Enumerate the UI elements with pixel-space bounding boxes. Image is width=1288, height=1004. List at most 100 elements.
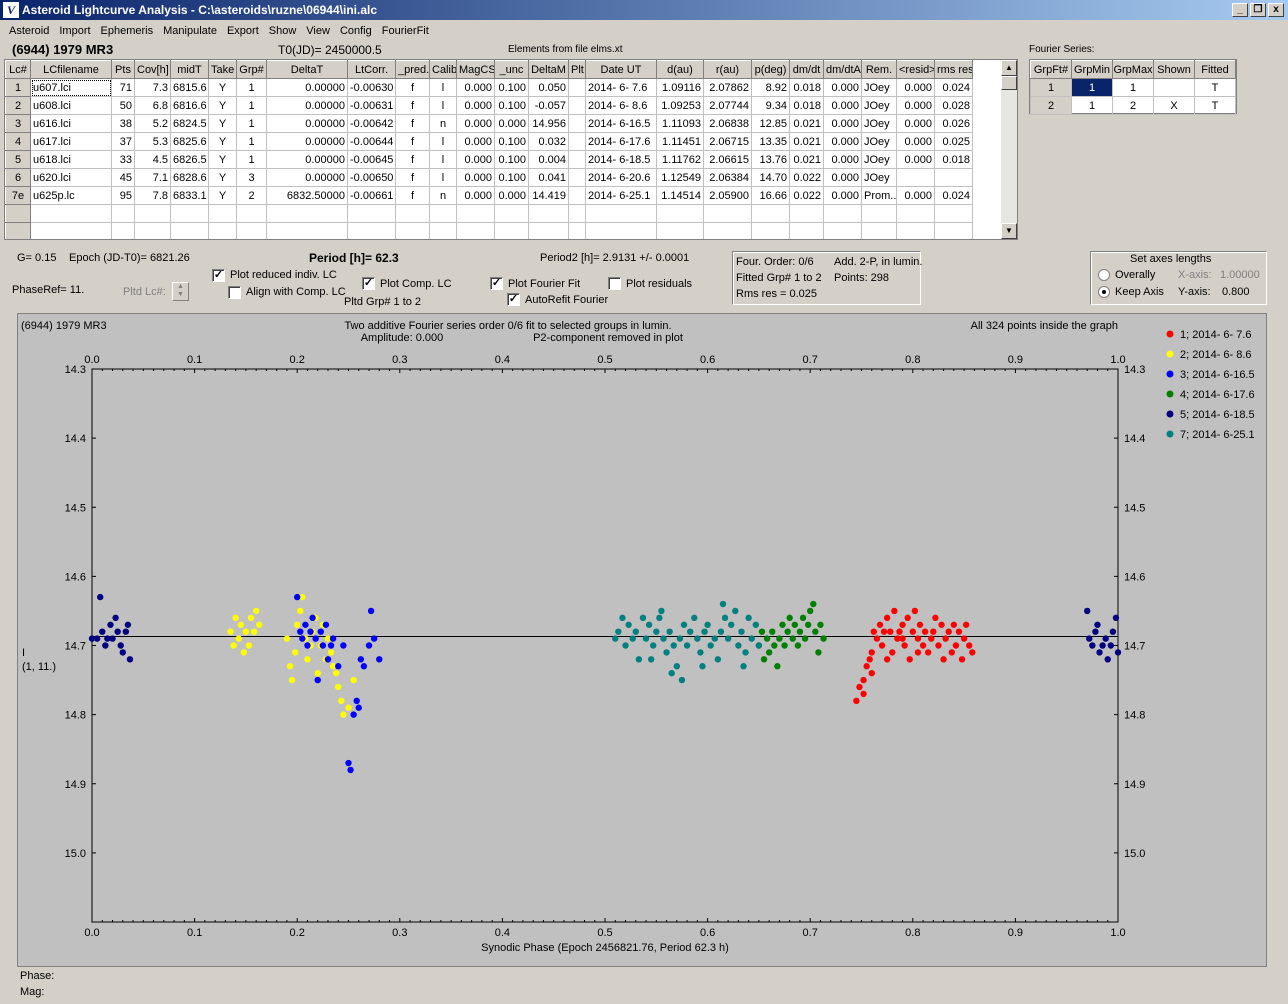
table-cell[interactable] [111, 222, 135, 239]
menu-ephemeris[interactable]: Ephemeris [100, 25, 154, 37]
fourier-column-header[interactable]: Shown [1153, 60, 1195, 79]
table-cell[interactable]: Prom... [861, 186, 897, 205]
table-cell[interactable]: u608.lci [30, 96, 112, 115]
table-row[interactable]: 5 u618.lci 33 4.5 6826.5 Y 1 0.00000 -0.00645 f l 0… [5, 150, 973, 169]
table-cell[interactable]: 2014- 6- 8.6 [585, 96, 657, 115]
table-cell[interactable] [568, 132, 586, 151]
table-cell[interactable]: u607.lci [30, 78, 112, 97]
table-cell[interactable] [789, 204, 824, 223]
table-cell[interactable] [494, 222, 529, 239]
table-cell[interactable]: 50 [111, 96, 135, 115]
table-cell[interactable]: 0.032 [528, 132, 569, 151]
table-cell[interactable]: 0.000 [823, 150, 862, 169]
table-cell[interactable]: f [395, 96, 430, 115]
table-cell[interactable]: u617.lci [30, 132, 112, 151]
table-cell[interactable]: JOey [861, 150, 897, 169]
table-cell[interactable]: 6826.5 [170, 150, 209, 169]
column-header[interactable]: Lc# [5, 60, 31, 79]
table-cell[interactable]: 0.000 [456, 132, 495, 151]
table-cell[interactable]: 7e [5, 186, 31, 205]
table-cell[interactable]: JOey [861, 132, 897, 151]
table-cell[interactable]: 45 [111, 168, 135, 187]
fourier-cell[interactable]: 1 [1030, 78, 1072, 97]
menu-asteroid[interactable]: Asteroid [9, 25, 50, 37]
column-header[interactable]: Plt [568, 60, 586, 79]
autorefit-checkbox[interactable]: ✓ [507, 293, 520, 306]
table-cell[interactable] [568, 168, 586, 187]
table-cell[interactable]: 0.00000 [266, 150, 348, 169]
table-cell[interactable]: 2014- 6-25.1 [585, 186, 657, 205]
table-cell[interactable]: 2014- 6-18.5 [585, 150, 657, 169]
table-cell[interactable]: 0.00000 [266, 168, 348, 187]
table-cell[interactable]: 2.07744 [703, 96, 752, 115]
pltd-lc-spinner[interactable]: ▲ ▼ [172, 282, 189, 301]
table-cell[interactable]: 2 [236, 186, 267, 205]
column-header[interactable]: Date UT [585, 60, 657, 79]
table-cell[interactable]: 9.34 [751, 96, 790, 115]
table-cell[interactable]: l [429, 96, 457, 115]
table-cell[interactable] [266, 222, 348, 239]
table-cell[interactable]: 0.000 [896, 96, 935, 115]
table-cell[interactable]: -0.00661 [347, 186, 396, 205]
table-cell[interactable]: f [395, 150, 430, 169]
table-cell[interactable]: -0.00644 [347, 132, 396, 151]
table-cell[interactable]: 6825.6 [170, 132, 209, 151]
table-cell[interactable]: -0.00631 [347, 96, 396, 115]
table-cell[interactable] [568, 78, 586, 97]
plot-fourier-checkbox[interactable]: ✓ [490, 277, 503, 290]
table-cell[interactable]: u620.lci [30, 168, 112, 187]
table-cell[interactable]: 1.12549 [656, 168, 704, 187]
table-cell[interactable] [568, 204, 586, 223]
table-cell[interactable]: 0.000 [456, 96, 495, 115]
menu-manipulate[interactable]: Manipulate [163, 25, 217, 37]
table-cell[interactable]: 1 [236, 78, 267, 97]
table-cell[interactable] [134, 222, 171, 239]
table-cell[interactable]: 1.14514 [656, 186, 704, 205]
table-cell[interactable]: 2014- 6-17.6 [585, 132, 657, 151]
table-row[interactable]: 2 u608.lci 50 6.8 6816.6 Y 1 0.00000 -0.00631 f l 0… [5, 96, 973, 115]
column-header[interactable]: _pred. [395, 60, 430, 79]
table-cell[interactable]: 13.35 [751, 132, 790, 151]
table-cell[interactable]: 6.8 [134, 96, 171, 115]
column-header[interactable]: Cov[h] [134, 60, 171, 79]
table-cell[interactable]: 14.956 [528, 114, 569, 133]
table-cell[interactable] [568, 114, 586, 133]
table-cell[interactable]: 0.00000 [266, 114, 348, 133]
table-cell[interactable] [568, 222, 586, 239]
table-cell[interactable] [568, 96, 586, 115]
table-cell[interactable]: 0.024 [934, 78, 973, 97]
table-cell[interactable]: 6833.1 [170, 186, 209, 205]
table-cell[interactable]: 0.000 [896, 114, 935, 133]
table-cell[interactable] [896, 222, 935, 239]
table-cell[interactable] [456, 222, 495, 239]
table-cell[interactable]: 0.000 [456, 186, 495, 205]
table-cell[interactable]: 14.419 [528, 186, 569, 205]
table-cell[interactable]: 0.021 [789, 114, 824, 133]
fourier-cell[interactable]: T [1194, 78, 1236, 97]
table-cell[interactable]: 14.70 [751, 168, 790, 187]
table-cell[interactable] [134, 204, 171, 223]
table-cell[interactable]: f [395, 114, 430, 133]
table-cell[interactable]: f [395, 78, 430, 97]
menu-export[interactable]: Export [226, 25, 259, 37]
table-cell[interactable]: 6816.6 [170, 96, 209, 115]
table-cell[interactable]: -0.00630 [347, 78, 396, 97]
table-cell[interactable]: 95 [111, 186, 135, 205]
table-cell[interactable]: 0.000 [823, 168, 862, 187]
table-row[interactable]: 6 u620.lci 45 7.1 6828.6 Y 3 0.00000 -0.00650 f l 0… [5, 168, 973, 187]
table-cell[interactable] [751, 204, 790, 223]
table-cell[interactable] [30, 204, 112, 223]
table-cell[interactable]: 6 [5, 168, 31, 187]
fourier-cell[interactable]: X [1153, 96, 1195, 115]
menu-config[interactable]: Config [339, 25, 372, 37]
xaxis-value[interactable]: 1.00000 [1220, 269, 1260, 281]
table-cell[interactable]: 13.76 [751, 150, 790, 169]
table-cell[interactable]: 0.021 [789, 150, 824, 169]
table-cell[interactable] [208, 204, 237, 223]
menu-view[interactable]: View [306, 25, 330, 37]
table-cell[interactable]: 1 [236, 132, 267, 151]
column-header[interactable]: dm/dt [789, 60, 824, 79]
scroll-down-button[interactable]: ▼ [1001, 223, 1017, 239]
table-cell[interactable]: 0.022 [789, 186, 824, 205]
table-cell[interactable] [751, 222, 790, 239]
